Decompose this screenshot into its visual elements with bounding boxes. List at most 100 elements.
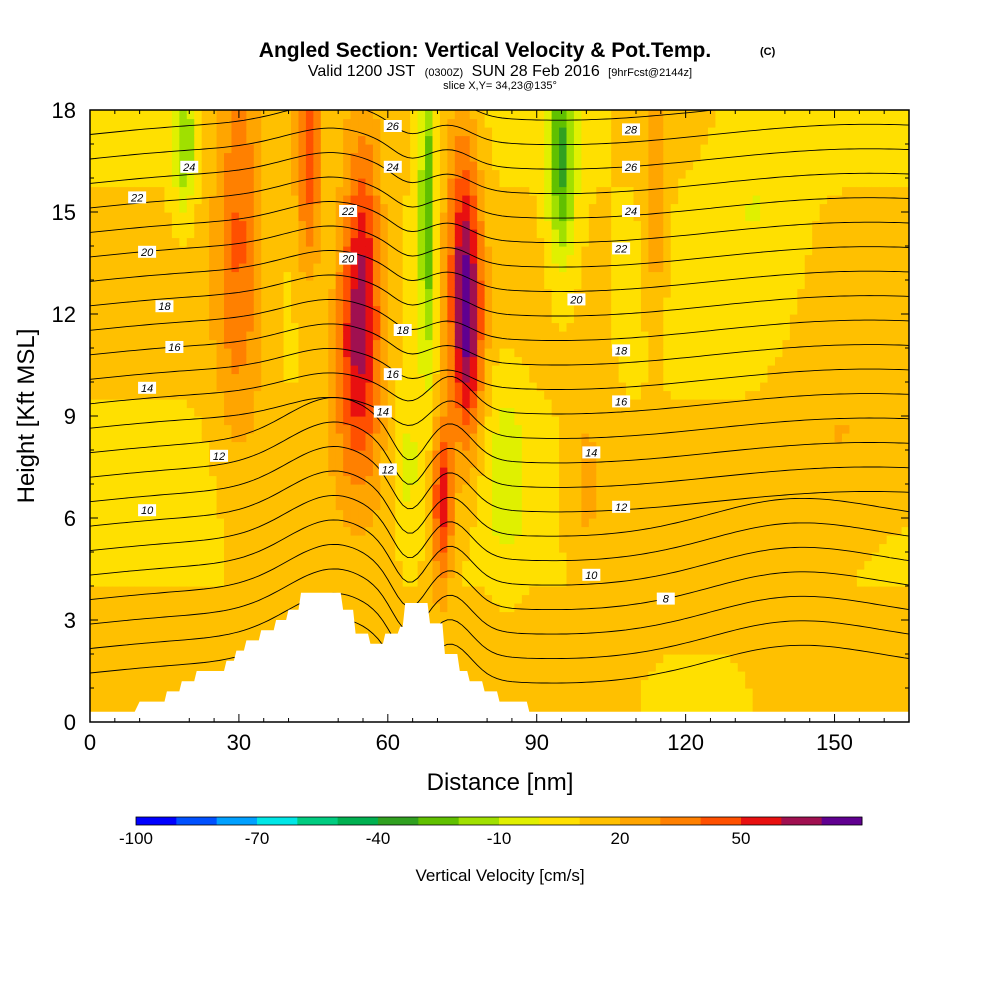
- velocity-cell: [529, 552, 538, 562]
- velocity-cell: [231, 271, 240, 281]
- velocity-cell: [119, 212, 128, 222]
- velocity-cell: [395, 399, 404, 409]
- velocity-cell: [358, 348, 367, 358]
- velocity-cell: [559, 594, 568, 604]
- velocity-cell: [462, 509, 471, 519]
- velocity-cell: [432, 365, 441, 375]
- velocity-cell: [492, 492, 501, 502]
- velocity-cell: [559, 161, 568, 171]
- velocity-cell: [149, 628, 158, 638]
- velocity-cell: [588, 246, 597, 256]
- velocity-cell: [454, 169, 463, 179]
- velocity-cell: [477, 365, 486, 375]
- velocity-cell: [402, 110, 411, 120]
- velocity-cell: [588, 356, 597, 366]
- velocity-cell: [90, 220, 99, 230]
- velocity-cell: [127, 212, 136, 222]
- velocity-cell: [276, 390, 285, 400]
- velocity-cell: [350, 518, 359, 528]
- velocity-cell: [447, 127, 456, 137]
- velocity-cell: [395, 246, 404, 256]
- velocity-cell: [209, 390, 218, 400]
- velocity-cell: [559, 365, 568, 375]
- velocity-cell: [469, 671, 478, 681]
- velocity-cell: [246, 475, 255, 485]
- velocity-cell: [164, 382, 173, 392]
- velocity-cell: [179, 594, 188, 604]
- velocity-cell: [268, 229, 277, 239]
- velocity-cell: [104, 662, 113, 672]
- velocity-cell: [372, 305, 381, 315]
- velocity-cell: [529, 620, 538, 630]
- velocity-cell: [194, 662, 203, 672]
- velocity-cell: [492, 399, 501, 409]
- velocity-cell: [216, 526, 225, 536]
- velocity-cell: [402, 237, 411, 247]
- velocity-cell: [536, 569, 545, 579]
- velocity-cell: [127, 178, 136, 188]
- velocity-cell: [112, 390, 121, 400]
- velocity-cell: [559, 450, 568, 460]
- velocity-cell: [551, 246, 560, 256]
- velocity-cell: [365, 475, 374, 485]
- velocity-cell: [201, 212, 210, 222]
- velocity-cell: [417, 127, 426, 137]
- velocity-cell: [127, 356, 136, 366]
- velocity-cell: [305, 161, 314, 171]
- velocity-cell: [573, 263, 582, 273]
- velocity-cell: [90, 611, 99, 621]
- velocity-cell: [276, 348, 285, 358]
- velocity-cell: [566, 509, 575, 519]
- velocity-cell: [432, 424, 441, 434]
- velocity-cell: [454, 348, 463, 358]
- velocity-cell: [231, 254, 240, 264]
- velocity-cell: [134, 679, 143, 689]
- velocity-cell: [224, 382, 233, 392]
- velocity-cell: [216, 603, 225, 613]
- velocity-cell: [559, 263, 568, 273]
- velocity-cell: [253, 475, 262, 485]
- velocity-cell: [224, 509, 233, 519]
- velocity-cell: [157, 450, 166, 460]
- velocity-cell: [395, 152, 404, 162]
- velocity-cell: [514, 577, 523, 587]
- velocity-cell: [335, 110, 344, 120]
- velocity-cell: [305, 220, 314, 230]
- velocity-cell: [97, 637, 106, 647]
- velocity-cell: [521, 365, 530, 375]
- velocity-cell: [402, 314, 411, 324]
- velocity-cell: [246, 399, 255, 409]
- velocity-cell: [544, 365, 553, 375]
- velocity-cell: [603, 577, 612, 587]
- velocity-cell: [164, 501, 173, 511]
- velocity-cell: [439, 246, 448, 256]
- velocity-cell: [387, 237, 396, 247]
- velocity-cell: [581, 339, 590, 349]
- velocity-cell: [410, 407, 419, 417]
- velocity-cell: [201, 424, 210, 434]
- velocity-cell: [417, 263, 426, 273]
- velocity-cell: [216, 433, 225, 443]
- velocity-cell: [551, 339, 560, 349]
- velocity-cell: [283, 577, 292, 587]
- velocity-cell: [544, 603, 553, 613]
- velocity-cell: [365, 127, 374, 137]
- velocity-cell: [529, 560, 538, 570]
- velocity-cell: [246, 314, 255, 324]
- velocity-cell: [536, 280, 545, 290]
- velocity-cell: [104, 475, 113, 485]
- velocity-cell: [194, 203, 203, 213]
- velocity-cell: [417, 407, 426, 417]
- velocity-cell: [127, 161, 136, 171]
- velocity-cell: [514, 416, 523, 426]
- velocity-cell: [536, 611, 545, 621]
- velocity-cell: [506, 178, 515, 188]
- velocity-cell: [410, 280, 419, 290]
- velocity-cell: [432, 356, 441, 366]
- velocity-cell: [305, 543, 314, 553]
- velocity-cell: [276, 382, 285, 392]
- velocity-cell: [127, 543, 136, 553]
- velocity-cell: [127, 127, 136, 137]
- velocity-cell: [410, 526, 419, 536]
- velocity-cell: [119, 484, 128, 494]
